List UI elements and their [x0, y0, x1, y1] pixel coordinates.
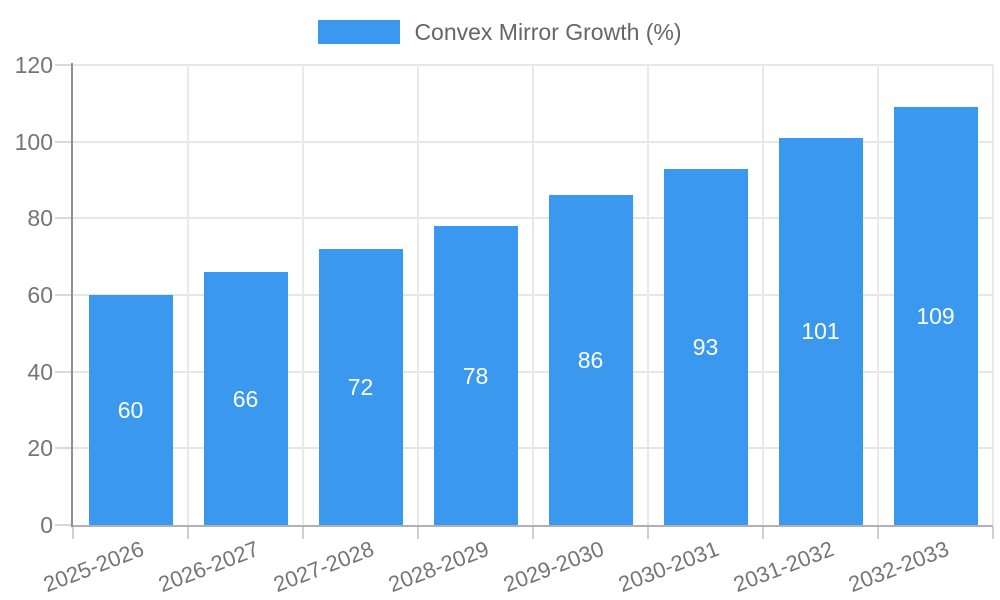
- gridline-vertical: [877, 65, 879, 525]
- x-axis-tick: [762, 527, 764, 539]
- gridline-vertical: [992, 65, 994, 525]
- x-axis-category-label: 2027-2028: [270, 536, 378, 598]
- bar[interactable]: [318, 249, 403, 525]
- bar-value-label: 78: [462, 362, 489, 389]
- y-axis-tick-label: 80: [27, 205, 53, 232]
- x-axis-tick: [187, 527, 189, 539]
- y-axis-tick-label: 100: [14, 128, 53, 155]
- y-axis-tick: [55, 140, 73, 143]
- x-axis-tick: [72, 527, 74, 539]
- y-axis-tick: [55, 447, 73, 450]
- y-axis-line: [71, 63, 73, 527]
- y-axis-tick-label: 120: [14, 52, 53, 78]
- bar[interactable]: [548, 195, 633, 525]
- x-axis-tick: [532, 527, 534, 539]
- gridline-vertical: [762, 65, 764, 525]
- y-axis-tick: [55, 64, 73, 66]
- y-axis-tick-label: 0: [40, 512, 53, 538]
- x-axis-tick: [417, 527, 419, 539]
- x-axis-category-label: 2028-2029: [385, 536, 493, 598]
- x-axis-category-label: 2029-2030: [500, 536, 608, 598]
- x-axis-category-label: 2026-2027: [155, 536, 263, 598]
- bar-value-label: 72: [347, 374, 374, 400]
- x-axis-category-label: 2030-2031: [615, 536, 723, 598]
- gridline-vertical: [647, 65, 649, 525]
- y-axis-tick: [55, 217, 73, 220]
- y-axis-tick: [55, 370, 73, 373]
- x-axis-tick: [302, 527, 304, 539]
- x-axis-tick: [992, 527, 994, 539]
- y-axis-tick-label: 40: [27, 358, 53, 385]
- x-axis-tick: [647, 527, 649, 539]
- bar[interactable]: [663, 168, 748, 525]
- bar[interactable]: [433, 226, 518, 525]
- bar-value-label: 101: [801, 318, 840, 345]
- bar-value-label: 60: [117, 397, 144, 423]
- gridline-vertical: [187, 65, 189, 525]
- bar[interactable]: [203, 272, 288, 525]
- bar[interactable]: [778, 137, 863, 525]
- x-axis-line: [73, 525, 993, 527]
- bar-value-label: 66: [232, 385, 259, 412]
- legend-label: Convex Mirror Growth (%): [414, 18, 682, 45]
- y-axis-tick: [55, 294, 73, 296]
- gridline-vertical: [417, 65, 419, 525]
- bar-value-label: 86: [577, 347, 604, 374]
- bar-value-label: 93: [692, 333, 719, 360]
- y-axis-tick-label: 60: [27, 282, 53, 308]
- legend-swatch: [318, 20, 401, 44]
- bar-value-label: 109: [916, 303, 955, 330]
- x-axis-tick: [877, 527, 879, 539]
- bar[interactable]: [893, 107, 978, 525]
- x-axis-category-label: 2031-2032: [730, 536, 838, 598]
- y-axis-tick: [55, 524, 73, 526]
- gridline-vertical: [532, 65, 534, 525]
- bar[interactable]: [88, 295, 173, 525]
- legend[interactable]: Convex Mirror Growth (%): [0, 17, 1000, 47]
- x-axis-category-label: 2032-2033: [845, 536, 953, 598]
- y-axis-tick-label: 20: [27, 435, 53, 462]
- gridline-vertical: [302, 65, 304, 525]
- x-axis-category-label: 2025-2026: [40, 536, 148, 598]
